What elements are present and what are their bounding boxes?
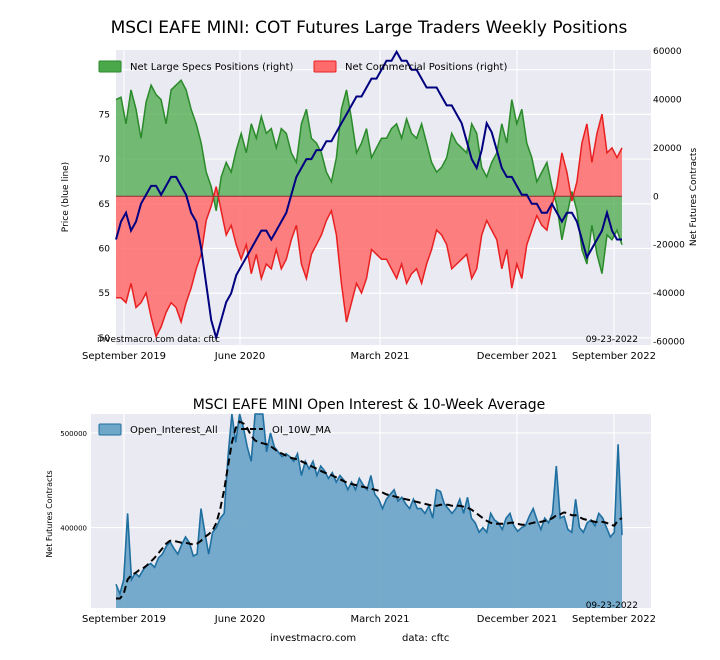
top-right-tick-label: -20000 bbox=[653, 241, 685, 251]
top-left-tick-label: 65 bbox=[99, 200, 110, 210]
top-left-tick-label: 55 bbox=[99, 289, 110, 299]
comm-line bbox=[116, 113, 623, 339]
top-x-tick-label: September 2019 bbox=[82, 351, 166, 362]
top-right-tick-label: 20000 bbox=[653, 144, 682, 154]
bottom-y-tick-label: 500000 bbox=[60, 430, 87, 438]
legend-specs-swatch bbox=[98, 60, 122, 73]
top-watermark: investmacro.com data: cftc bbox=[97, 335, 220, 345]
oi-area bbox=[116, 414, 622, 608]
top-areas bbox=[115, 49, 623, 342]
legend-comm-swatch bbox=[313, 60, 337, 73]
legend-specs-label: Net Large Specs Positions (right) bbox=[130, 62, 294, 73]
top-chart-title: MSCI EAFE MINI: COT Futures Large Trader… bbox=[111, 18, 628, 38]
top-right-ylabel: Net Futures Contracts bbox=[689, 148, 699, 247]
bottom-y-tick-label: 400000 bbox=[60, 525, 87, 533]
bottom-date-stamp: 09-23-2022 bbox=[586, 601, 638, 611]
top-left-tick-label: 75 bbox=[99, 110, 110, 120]
bottom-x-tick-label: March 2021 bbox=[350, 614, 409, 625]
bottom-areas bbox=[115, 413, 623, 608]
top-x-tick-label: March 2021 bbox=[350, 351, 409, 362]
bottom-legend: Open_Interest_All OI_10W_MA bbox=[98, 423, 331, 436]
bottom-data-label: data: cftc bbox=[402, 633, 449, 644]
legend-oi-swatch bbox=[98, 423, 122, 436]
bottom-y-ticks: 400000 500000 bbox=[60, 430, 87, 533]
specs-area bbox=[116, 80, 622, 274]
bottom-x-tick-label: September 2019 bbox=[82, 614, 166, 625]
top-right-tick-label: 0 bbox=[653, 192, 659, 202]
bottom-x-tick-label: June 2020 bbox=[214, 614, 265, 625]
top-left-tick-label: 70 bbox=[99, 155, 111, 165]
comm-area bbox=[116, 114, 622, 337]
top-left-ticks: 50556065707580 bbox=[99, 66, 111, 344]
oi-line bbox=[115, 413, 623, 597]
top-left-tick-label: 50 bbox=[99, 334, 111, 344]
top-right-tick-label: 40000 bbox=[653, 96, 682, 106]
top-x-tick-label: June 2020 bbox=[214, 351, 265, 362]
bottom-ylabel: Net Futures Contracts bbox=[45, 470, 54, 557]
specs-line bbox=[115, 78, 623, 274]
bottom-watermark: investmacro.com bbox=[270, 633, 356, 644]
price-line bbox=[115, 49, 622, 342]
top-right-tick-label: -40000 bbox=[653, 289, 685, 299]
top-x-ticks: September 2019 June 2020 March 2021 Decembe… bbox=[82, 351, 656, 362]
top-left-ylabel: Price (blue line) bbox=[61, 162, 71, 232]
top-left-tick-label: 60 bbox=[99, 244, 111, 254]
bottom-x-tick-label: December 2021 bbox=[477, 614, 557, 625]
top-date-stamp: 09-23-2022 bbox=[586, 335, 638, 345]
bottom-x-ticks: September 2019 June 2020 March 2021 Decembe… bbox=[82, 614, 656, 625]
ma-line bbox=[116, 420, 623, 600]
legend-oi-label: Open_Interest_All bbox=[130, 425, 218, 436]
top-right-ticks: -60000 -40000 -20000 0 20000 40000 60000 bbox=[653, 47, 685, 347]
legend-ma-label: OI_10W_MA bbox=[272, 425, 331, 436]
top-right-tick-label: 60000 bbox=[653, 47, 682, 57]
legend-comm-label: Net Commercial Positions (right) bbox=[345, 62, 507, 73]
bottom-x-tick-label: September 2022 bbox=[572, 614, 656, 625]
top-x-tick-label: September 2022 bbox=[572, 351, 656, 362]
top-right-tick-label: -60000 bbox=[653, 337, 685, 347]
top-x-tick-label: December 2021 bbox=[477, 351, 557, 362]
bottom-chart-title: MSCI EAFE MINI Open Interest & 10-Week A… bbox=[193, 397, 546, 413]
top-legend: Net Large Specs Positions (right) Net Co… bbox=[98, 60, 507, 73]
